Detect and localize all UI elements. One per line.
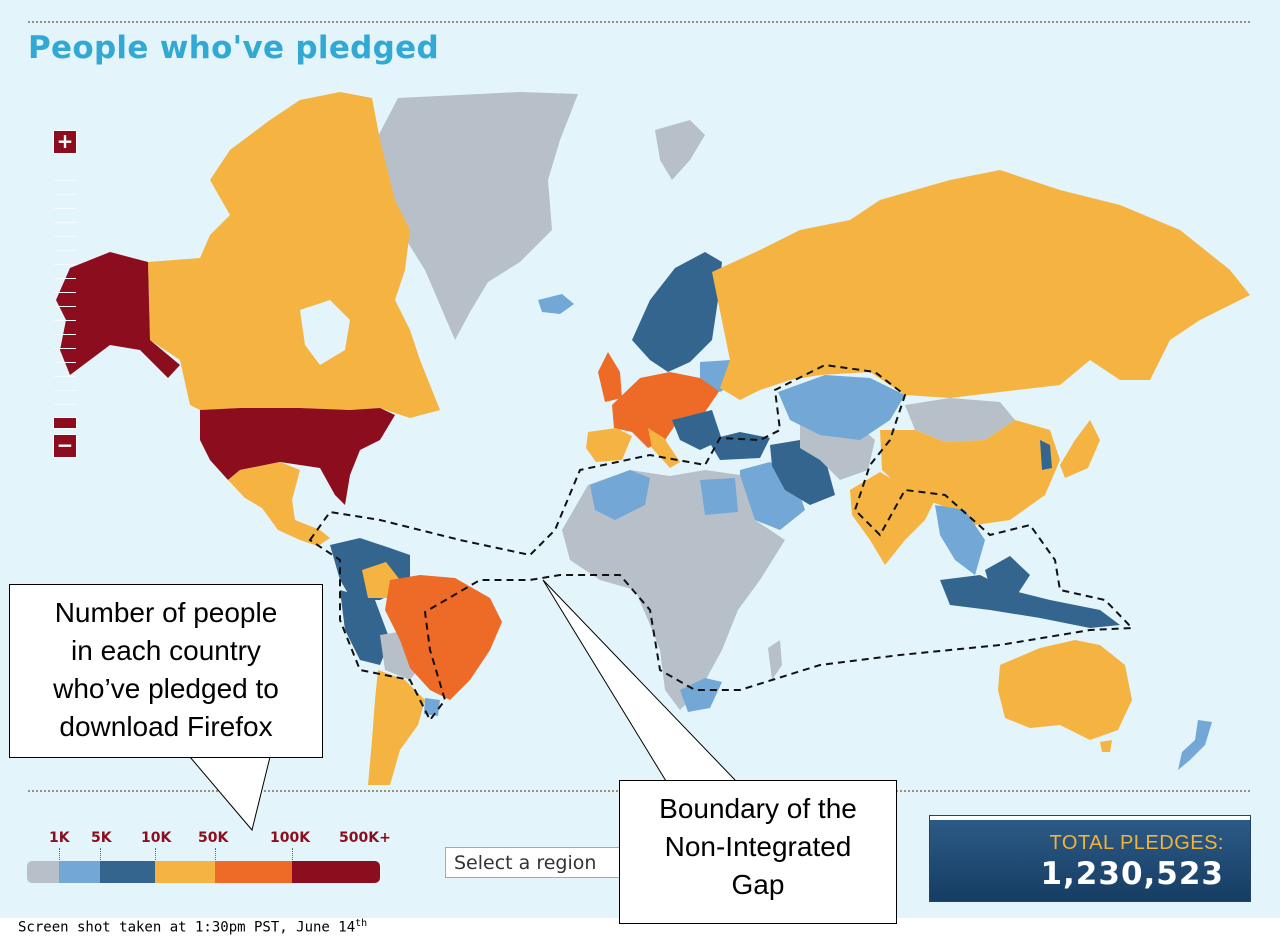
zoom-out-button[interactable]: − (53, 434, 77, 458)
map-region-australia[interactable] (998, 640, 1132, 740)
map-region-indonesia[interactable] (940, 575, 1120, 628)
callout-line: Gap (731, 869, 785, 900)
legend-swatch-50k (215, 861, 292, 883)
map-region-kazakhstan[interactable] (778, 375, 905, 440)
legend-label-500k: 500K+ (339, 830, 391, 846)
callout-left-pointer (188, 756, 271, 832)
callout-line: download Firefox (59, 711, 273, 742)
zoom-tick (54, 390, 76, 391)
map-region-western-europe[interactable] (612, 372, 720, 448)
legend-color-scale (27, 861, 380, 883)
screenshot-caption: Screen shot taken at 1:30pm PST, June 14… (18, 918, 367, 936)
map-region-north-africa[interactable] (590, 470, 650, 520)
map-region-southeast-asia[interactable] (935, 505, 985, 575)
callout-right-pointer (542, 579, 738, 782)
map-region-mongolia[interactable] (905, 398, 1015, 442)
callout-line: Number of people (54, 597, 278, 628)
map-region-india[interactable] (850, 472, 935, 565)
zoom-tick (54, 348, 76, 349)
map-region-tasmania[interactable] (1100, 740, 1112, 752)
legend-divider (215, 848, 216, 862)
legend-divider (100, 848, 101, 862)
legend-label-1k: 1K (49, 830, 70, 846)
caption-suffix: th (355, 918, 368, 929)
legend-divider (59, 848, 60, 862)
non-integrated-gap-boundary (308, 363, 1135, 722)
map-region-greenland[interactable] (376, 92, 578, 340)
map-region-canada[interactable] (148, 92, 440, 418)
zoom-slider-handle[interactable] (53, 417, 77, 429)
map-region-korea[interactable] (1040, 440, 1052, 470)
zoom-tick (54, 222, 76, 223)
callout-gap-boundary: Boundary of the Non-Integrated Gap (619, 780, 897, 924)
world-map[interactable] (0, 0, 1280, 790)
legend-swatch-1k (59, 861, 100, 883)
legend-divider (292, 848, 293, 862)
map-region-iceland[interactable] (538, 294, 574, 314)
zoom-tick (54, 180, 76, 181)
map-region-svalbard[interactable] (655, 120, 705, 180)
total-pledges-label: TOTAL PLEDGES: (1049, 832, 1224, 854)
legend-label-100k: 100K (270, 830, 311, 846)
zoom-tick (54, 250, 76, 251)
zoom-in-button[interactable]: + (53, 130, 77, 154)
zoom-tick (54, 278, 76, 279)
map-region-japan[interactable] (1060, 420, 1100, 478)
top-divider (28, 21, 1250, 23)
zoom-tick (54, 194, 76, 195)
zoom-tick (54, 236, 76, 237)
zoom-tick (54, 292, 76, 293)
zoom-tick (54, 376, 76, 377)
legend-swatch-under-1k (27, 861, 59, 883)
map-region-new-zealand[interactable] (1178, 720, 1212, 770)
map-region-africa[interactable] (562, 470, 785, 710)
legend-swatch-10k (155, 861, 215, 883)
map-region-iberia[interactable] (586, 428, 632, 462)
zoom-slider-track[interactable] (54, 166, 76, 416)
map-region-russia[interactable] (712, 170, 1250, 400)
map-region-madagascar[interactable] (768, 640, 782, 680)
map-region-argentina[interactable] (368, 670, 425, 785)
map-region-scandinavia[interactable] (632, 252, 722, 372)
legend-label-5k: 5K (91, 830, 112, 846)
total-pledges-panel: TOTAL PLEDGES: 1,230,523 (930, 816, 1250, 901)
callout-line: who’ve pledged to (53, 673, 279, 704)
total-pledges-value: 1,230,523 (1040, 856, 1224, 892)
map-hudson-bay (300, 300, 350, 365)
zoom-tick (54, 334, 76, 335)
callout-line: Boundary of the (659, 793, 857, 824)
legend-divider (155, 848, 156, 862)
map-region-brazil[interactable] (385, 575, 502, 700)
legend-label-50k: 50K (198, 830, 229, 846)
legend-swatch-5k (100, 861, 155, 883)
map-region-usa[interactable] (200, 408, 395, 505)
legend-label-10k: 10K (141, 830, 172, 846)
map-region-uk[interactable] (598, 352, 622, 402)
map-region-borneo[interactable] (985, 556, 1030, 598)
zoom-tick (54, 362, 76, 363)
map-region-alaska[interactable] (56, 252, 180, 378)
map-region-uruguay[interactable] (424, 698, 440, 716)
map-region-peru[interactable] (340, 590, 390, 665)
zoom-tick (54, 264, 76, 265)
caption-text: Screen shot taken at 1:30pm PST, June 14 (18, 919, 356, 936)
region-select[interactable]: Select a region (445, 847, 645, 878)
zoom-tick (54, 208, 76, 209)
callout-pledge-description: Number of people in each country who’ve … (9, 584, 323, 758)
zoom-tick (54, 306, 76, 307)
callout-line: Non-Integrated (664, 831, 852, 862)
zoom-tick (54, 320, 76, 321)
map-region-mexico[interactable] (228, 462, 330, 546)
map-region-egypt[interactable] (700, 478, 738, 515)
zoom-tick (54, 404, 76, 405)
page-title: People who've pledged (28, 30, 439, 66)
callout-line: in each country (71, 635, 261, 666)
legend-swatch-100k (292, 861, 380, 883)
